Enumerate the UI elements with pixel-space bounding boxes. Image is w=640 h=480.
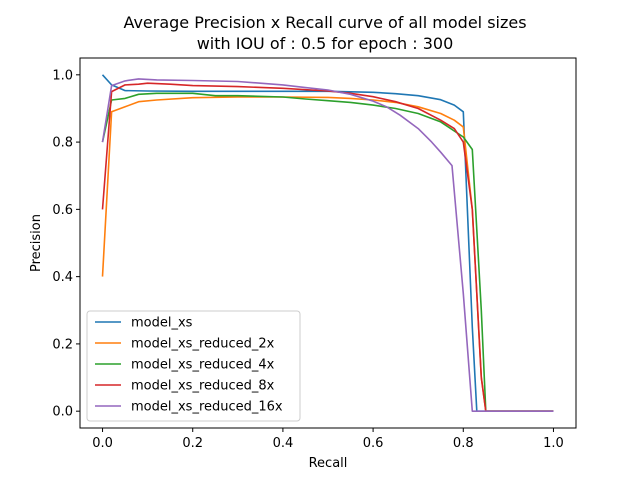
y-axis-ticks: 0.0 0.2 0.4 0.6 0.8 1.0	[52, 68, 80, 420]
y-tick-label-2: 0.4	[52, 270, 73, 285]
chart-title-line-2: with IOU of : 0.5 for epoch : 300	[197, 34, 454, 53]
x-tick-label-4: 0.8	[453, 436, 474, 451]
x-axis-label: Recall	[309, 456, 348, 471]
x-tick-label-3: 0.6	[363, 436, 384, 451]
plot-area-frame	[79, 57, 577, 429]
y-tick-label-3: 0.6	[52, 203, 73, 218]
legend-label-1: model_xs_reduced_2x	[131, 337, 275, 352]
y-tick-label-0: 0.0	[52, 405, 73, 420]
legend-frame	[86, 310, 301, 422]
y-tick-label-1: 0.2	[52, 337, 73, 352]
y-tick-label-4: 0.8	[52, 136, 73, 151]
series-line-3	[101, 82, 554, 412]
series-line-4	[101, 78, 554, 412]
legend-label-3: model_xs_reduced_8x	[131, 379, 275, 394]
x-tick-label-2: 0.4	[273, 436, 294, 451]
series-line-2	[101, 92, 554, 412]
chart-title-line-1: Average Precision x Recall curve of all …	[123, 13, 526, 32]
legend: model_xs model_xs_reduced_2x model_xs_redu…	[86, 310, 301, 422]
x-tick-label-0: 0.0	[92, 436, 113, 451]
plot-lines	[101, 74, 554, 412]
y-axis-label: Precision	[29, 214, 44, 272]
x-tick-label-5: 1.0	[543, 436, 564, 451]
legend-label-2: model_xs_reduced_4x	[131, 358, 275, 373]
series-line-0	[101, 74, 554, 412]
legend-label-4: model_xs_reduced_16x	[131, 400, 283, 415]
y-tick-label-5: 1.0	[52, 68, 73, 83]
legend-label-0: model_xs	[131, 316, 193, 331]
x-axis-ticks: 0.0 0.2 0.4 0.6 0.8 1.0	[92, 428, 564, 451]
x-tick-label-1: 0.2	[182, 436, 203, 451]
